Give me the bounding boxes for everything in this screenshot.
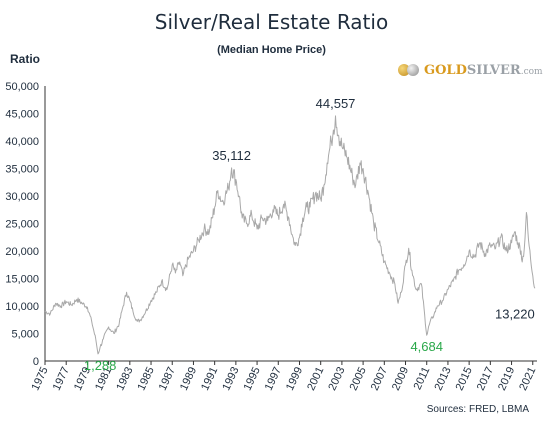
x-tick-label: 1987 <box>157 365 178 392</box>
x-tick-label: 1997 <box>263 365 284 392</box>
coins-icon <box>398 62 422 78</box>
data-label: 4,684 <box>410 339 443 354</box>
goldsilver-logo: GOLD SILVER .com <box>398 62 543 78</box>
data-label: 44,557 <box>316 96 356 111</box>
x-tick-label: 1995 <box>242 365 263 392</box>
x-tick-label: 2003 <box>326 365 347 392</box>
x-tick-label: 2011 <box>412 365 433 392</box>
y-tick-label: 25,000 <box>5 219 39 231</box>
y-tick-label: 5,000 <box>11 329 39 341</box>
x-tick-label: 2021 <box>517 365 538 392</box>
y-tick-label: 50,000 <box>5 81 39 93</box>
y-tick-label: 10,000 <box>5 301 39 313</box>
data-label: 1,288 <box>84 358 117 373</box>
data-label: 13,220 <box>495 306 535 321</box>
source-note: Sources: FRED, LBMA <box>426 404 529 415</box>
y-tick-label: 30,000 <box>5 191 39 203</box>
x-tick-label: 2013 <box>432 365 453 392</box>
y-tick-label: 35,000 <box>5 164 39 176</box>
y-tick-label: 0 <box>33 356 39 368</box>
series-layer <box>44 115 536 355</box>
y-tick-label: 40,000 <box>5 136 39 148</box>
x-tick-label: 1977 <box>51 365 72 392</box>
x-tick-label: 1985 <box>136 365 157 392</box>
chart-subtitle: (Median Home Price) <box>217 44 326 56</box>
x-tick-label: 2007 <box>369 365 390 392</box>
data-label: 35,112 <box>212 148 251 163</box>
x-tick-label: 2015 <box>454 365 475 392</box>
x-tick-label: 2019 <box>496 365 517 392</box>
x-tick-label: 2005 <box>348 365 369 392</box>
series-line <box>44 115 536 355</box>
x-tick-label: 1989 <box>178 365 199 392</box>
x-tick-label: 2017 <box>475 365 496 392</box>
y-tick-label: 20,000 <box>5 246 39 258</box>
x-tick-label: 1991 <box>199 365 220 392</box>
y-tick-label: 45,000 <box>5 109 39 121</box>
x-tick-label: 1975 <box>29 365 50 392</box>
x-tick-label: 1983 <box>114 365 135 392</box>
y-axis: 0 5,000 10,000 15,000 20,000 25,000 30,000 35,0… <box>5 81 46 368</box>
logo-text-suffix: .com <box>520 66 543 77</box>
annotation-layer: 1,288 35,112 44,557 4,684 13,220 <box>84 96 535 373</box>
y-tick-label: 15,000 <box>5 274 39 286</box>
logo-text-silver: SILVER <box>466 62 521 78</box>
logo-text-gold: GOLD <box>424 62 467 78</box>
x-tick-label: 2009 <box>390 365 411 392</box>
x-tick-label: 1999 <box>284 365 305 392</box>
x-tick-label: 1993 <box>220 365 241 392</box>
chart-title: Silver/Real Estate Ratio <box>154 10 389 34</box>
y-axis-label: Ratio <box>10 52 40 66</box>
x-tick-label: 2001 <box>305 365 326 392</box>
